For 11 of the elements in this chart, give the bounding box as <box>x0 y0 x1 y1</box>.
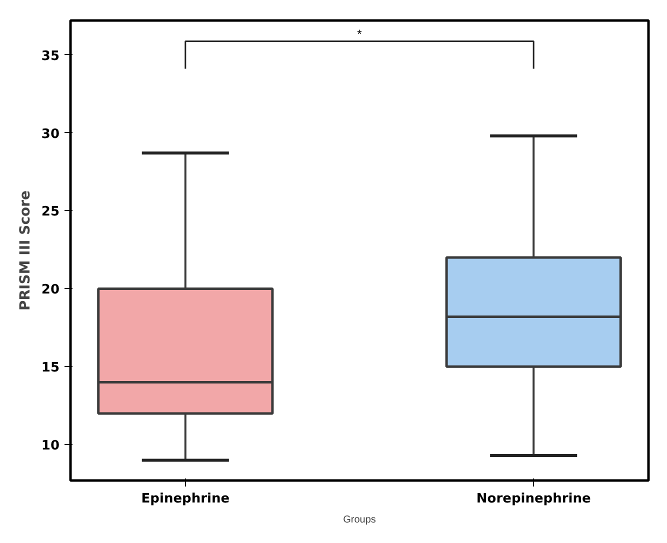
y-tick-label: 15 <box>41 360 60 376</box>
y-tick-label: 10 <box>41 438 60 454</box>
x-tick-label: Norepinephrine <box>476 492 591 506</box>
y-tick-label: 30 <box>41 126 60 142</box>
y-tick-label: 20 <box>41 282 60 298</box>
y-axis-title: PRISM III Score <box>17 190 34 311</box>
y-tick-label: 25 <box>41 204 60 220</box>
y-tick-label: 35 <box>41 48 60 64</box>
annotation: * <box>357 27 362 42</box>
x-axis-title: Groups <box>343 514 376 526</box>
x-tick-label: Epinephrine <box>141 492 230 506</box>
